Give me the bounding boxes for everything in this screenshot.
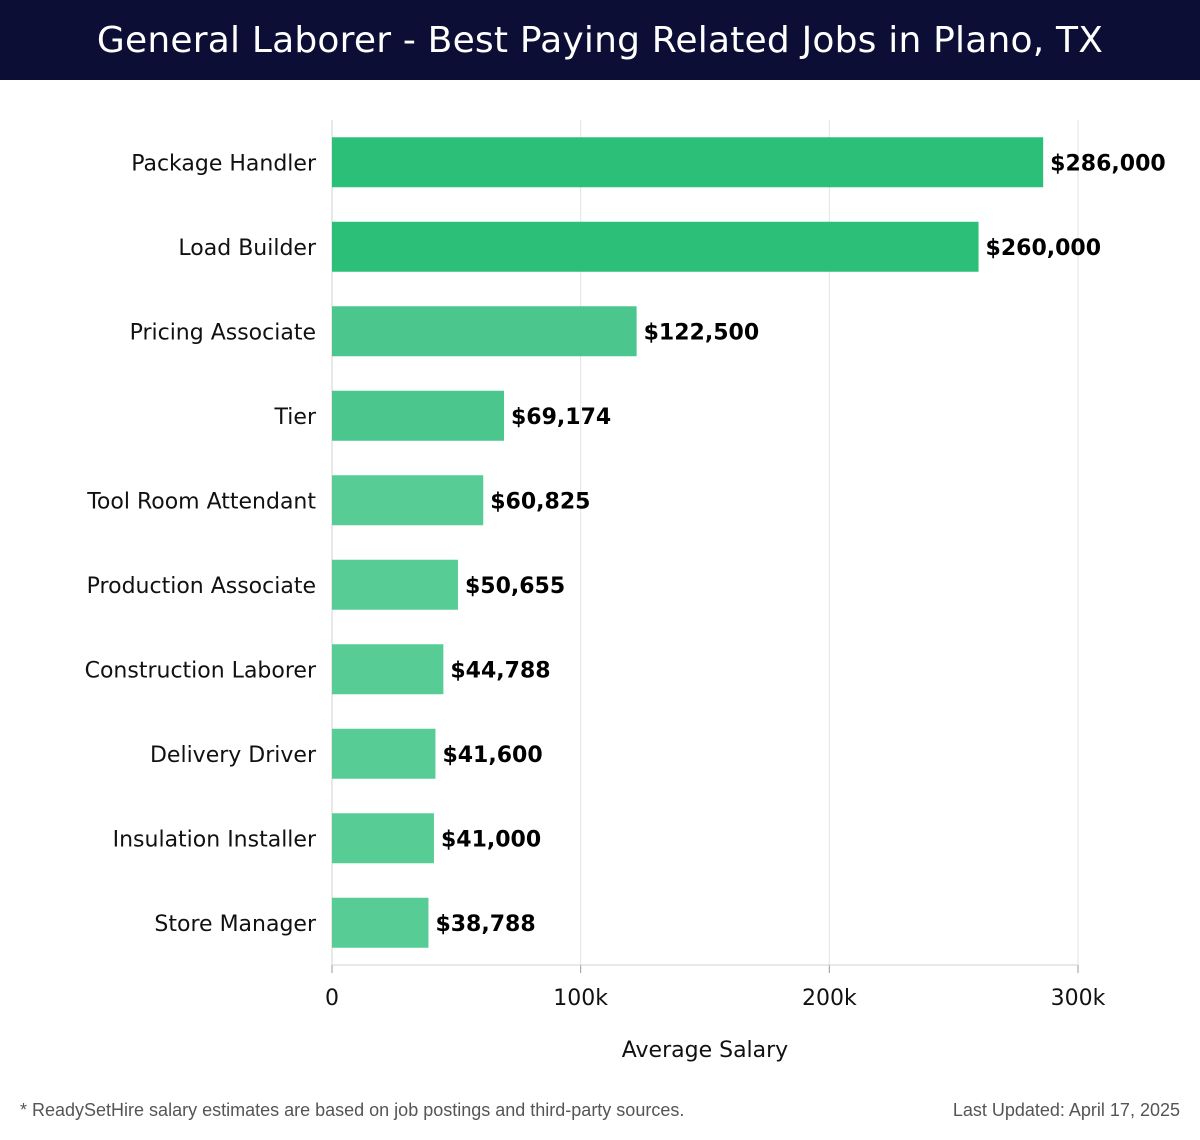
data-label: $60,825 bbox=[490, 489, 590, 514]
data-label: $69,174 bbox=[511, 405, 611, 430]
category-label: Pricing Associate bbox=[130, 320, 316, 345]
bar bbox=[332, 221, 979, 272]
bar bbox=[332, 390, 505, 441]
bar bbox=[332, 728, 436, 779]
data-label: $260,000 bbox=[986, 236, 1102, 261]
data-label: $44,788 bbox=[450, 658, 550, 683]
bar bbox=[332, 813, 434, 864]
category-label: Package Handler bbox=[131, 151, 317, 176]
x-axis-title: Average Salary bbox=[622, 1038, 788, 1063]
category-label: Load Builder bbox=[178, 236, 317, 261]
category-label: Tool Room Attendant bbox=[86, 489, 316, 514]
bar bbox=[332, 559, 458, 610]
bar bbox=[332, 137, 1044, 188]
page-title: General Laborer - Best Paying Related Jo… bbox=[96, 19, 1104, 61]
x-tick-label: 300k bbox=[1051, 986, 1106, 1011]
data-label: $50,655 bbox=[465, 574, 565, 599]
last-updated: Last Updated: April 17, 2025 bbox=[952, 1100, 1180, 1120]
data-label: $41,600 bbox=[442, 743, 542, 768]
bar bbox=[332, 306, 637, 357]
category-label: Insulation Installer bbox=[113, 827, 317, 852]
bar bbox=[332, 475, 484, 526]
category-label: Tier bbox=[274, 405, 317, 430]
category-label: Construction Laborer bbox=[85, 658, 317, 683]
data-label: $122,500 bbox=[644, 320, 760, 345]
category-label: Store Manager bbox=[154, 912, 317, 937]
data-label: $286,000 bbox=[1050, 151, 1166, 176]
x-tick-label: 0 bbox=[325, 986, 339, 1011]
category-label: Delivery Driver bbox=[150, 743, 317, 768]
salary-bar-chart: 0 100k 200k 300k Package Handler $286,000 Load… bbox=[85, 120, 1166, 1063]
category-label: Production Associate bbox=[87, 574, 316, 599]
x-tick-label: 100k bbox=[553, 986, 608, 1011]
bar bbox=[332, 644, 444, 695]
footer-note: * ReadySetHire salary estimates are base… bbox=[20, 1100, 685, 1120]
x-tick-label: 200k bbox=[802, 986, 857, 1011]
bar bbox=[332, 897, 429, 948]
data-label: $41,000 bbox=[441, 827, 541, 852]
data-label: $38,788 bbox=[435, 912, 535, 937]
title-bar: General Laborer - Best Paying Related Jo… bbox=[0, 0, 1200, 80]
